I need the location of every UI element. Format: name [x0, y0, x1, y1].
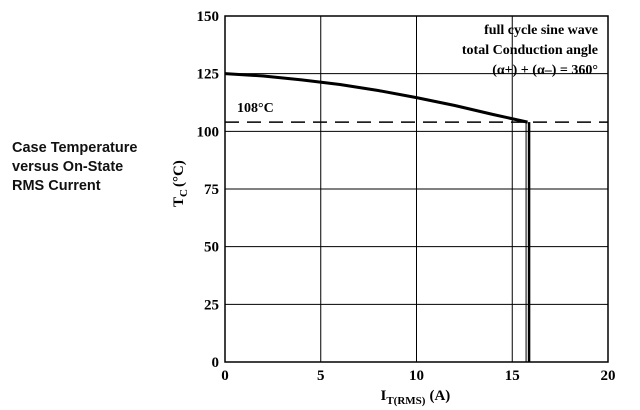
annotation: full cycle sine wave total Conduction an…	[462, 23, 598, 78]
y-tick-label: 100	[197, 124, 220, 140]
annotation-line-3: (α+) + (α–) = 360°	[492, 63, 598, 78]
x-axis-title-main: I	[381, 388, 387, 404]
plot-frame	[224, 15, 609, 363]
x-axis-title: IT(RMS) (A)	[381, 388, 451, 407]
curve-layer	[224, 72, 531, 362]
y-tick-label: 125	[197, 67, 220, 83]
caption-line-3: RMS Current	[12, 178, 101, 194]
caption-line-1: Case Temperature	[12, 140, 138, 156]
x-tick-label: 10	[409, 368, 424, 384]
y-tick-label: 75	[204, 182, 219, 198]
tick-labels: 0 5 10 15 20 0 25 50 75 100 125 150	[197, 9, 616, 384]
y-tick-label: 25	[204, 297, 219, 313]
curve-series	[224, 72, 528, 124]
y-tick-label: 0	[212, 355, 220, 371]
y-axis-title: TC (°C)	[171, 160, 190, 207]
y-axis-title-subscript: C	[178, 189, 190, 197]
x-tick-label: 0	[221, 368, 229, 384]
y-tick-label: 50	[204, 240, 219, 256]
annotation-line-2: total Conduction angle	[462, 43, 598, 58]
annotation-line-1: full cycle sine wave	[484, 23, 598, 38]
x-tick-label: 5	[317, 368, 325, 384]
x-tick-label: 15	[505, 368, 520, 384]
caption-line-2: versus On-State	[12, 159, 124, 175]
grid-lines	[225, 16, 608, 362]
y-axis-title-unit: (°C)	[171, 160, 187, 187]
x-axis-title-subscript: T(RMS)	[386, 395, 425, 407]
x-tick-label: 20	[601, 368, 616, 384]
chart-caption: Case Temperature versus On-State RMS Cur…	[12, 139, 137, 196]
reference-line-label: 108°C	[237, 101, 274, 116]
y-tick-label: 150	[197, 9, 220, 25]
x-axis-title-unit: (A)	[429, 388, 450, 404]
y-axis-title-main: T	[171, 197, 187, 207]
